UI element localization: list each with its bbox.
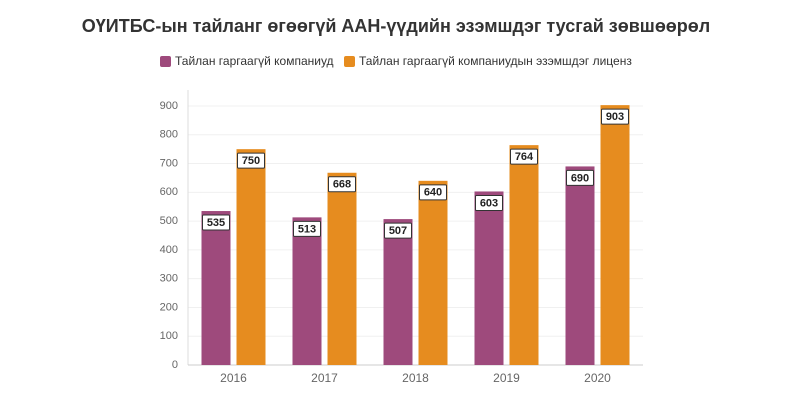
value-label: 535 <box>207 217 225 229</box>
bar <box>292 217 322 365</box>
y-tick-label: 900 <box>160 100 178 112</box>
value-label: 513 <box>298 223 316 235</box>
value-label: 507 <box>389 225 407 237</box>
bar <box>236 149 266 365</box>
y-tick-label: 400 <box>160 244 178 256</box>
value-label: 603 <box>480 197 498 209</box>
y-tick-label: 100 <box>160 330 178 342</box>
value-label-box <box>601 108 629 125</box>
value-label-box <box>566 169 594 186</box>
legend-label: Тайлан гаргаагүй компаниуд <box>175 54 334 68</box>
y-tick-label: 600 <box>160 186 178 198</box>
x-tick-label: 2019 <box>493 371 520 385</box>
bar <box>600 105 630 366</box>
y-tick-label: 800 <box>160 129 178 141</box>
value-label: 690 <box>571 172 589 184</box>
bar <box>418 180 448 365</box>
value-label: 903 <box>606 111 624 123</box>
y-tick-label: 200 <box>160 301 178 313</box>
x-tick-label: 2018 <box>402 371 429 385</box>
value-label-box <box>293 220 321 237</box>
x-tick-label: 2020 <box>584 371 611 385</box>
y-tick-label: 0 <box>172 359 178 371</box>
value-label-box <box>202 214 230 231</box>
value-label: 640 <box>424 187 442 199</box>
x-tick-label: 2017 <box>311 371 338 385</box>
value-label: 764 <box>515 151 534 163</box>
bar <box>201 211 231 365</box>
legend-label: Тайлан гаргаагүй компаниудын эзэмшдэг ли… <box>359 54 632 68</box>
y-tick-label: 300 <box>160 273 178 285</box>
bar <box>565 166 595 365</box>
x-tick-label: 2016 <box>220 371 247 385</box>
value-label-box <box>419 184 447 201</box>
bar <box>509 145 539 365</box>
bar <box>327 172 357 365</box>
value-label: 750 <box>242 155 260 167</box>
legend-swatch <box>344 56 355 67</box>
bar <box>474 191 504 365</box>
bar <box>383 219 413 365</box>
value-label-box <box>237 152 265 169</box>
value-label-box <box>384 222 412 239</box>
y-tick-label: 700 <box>160 157 178 169</box>
value-label-box <box>475 194 503 211</box>
value-label: 668 <box>333 179 351 191</box>
value-label-box <box>328 176 356 193</box>
value-label-box <box>510 148 538 165</box>
legend-swatch <box>160 56 171 67</box>
chart-title: ОҮИТБС-ын тайланг өгөөгүй ААН-үүдийн эзэ… <box>82 16 710 36</box>
y-tick-label: 500 <box>160 215 178 227</box>
